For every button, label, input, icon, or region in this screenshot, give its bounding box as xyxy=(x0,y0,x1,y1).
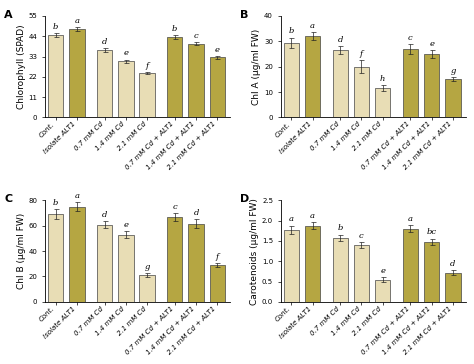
Text: b: b xyxy=(53,23,58,31)
Text: e: e xyxy=(123,50,128,58)
Bar xyxy=(445,79,461,117)
Text: a: a xyxy=(310,22,315,30)
Bar xyxy=(118,235,134,302)
Bar xyxy=(333,50,348,117)
Bar xyxy=(69,207,85,302)
Y-axis label: Chl B (μg/ml FW): Chl B (μg/ml FW) xyxy=(17,213,26,289)
Bar xyxy=(97,50,112,117)
Bar xyxy=(139,275,155,302)
Text: A: A xyxy=(4,10,13,20)
Text: a: a xyxy=(310,212,315,220)
Bar xyxy=(188,44,204,117)
Y-axis label: Carotenoids (μg/ml FW): Carotenoids (μg/ml FW) xyxy=(250,198,259,305)
Text: d: d xyxy=(337,36,343,44)
Bar xyxy=(424,54,439,117)
Text: a: a xyxy=(74,192,80,200)
Bar xyxy=(97,225,112,302)
Text: e: e xyxy=(123,221,128,229)
Text: bc: bc xyxy=(427,228,437,236)
Text: g: g xyxy=(450,67,456,75)
Text: d: d xyxy=(102,211,107,219)
Bar xyxy=(48,214,64,302)
Bar xyxy=(118,61,134,117)
Text: d: d xyxy=(102,38,107,46)
Bar xyxy=(375,88,391,117)
Text: d: d xyxy=(193,209,199,217)
Bar xyxy=(424,242,439,302)
Bar xyxy=(210,58,225,117)
Text: f: f xyxy=(146,62,149,70)
Text: e: e xyxy=(380,267,385,275)
Bar xyxy=(354,67,369,117)
Text: f: f xyxy=(216,253,219,261)
Text: f: f xyxy=(360,50,363,58)
Y-axis label: Chlorophyll (SPAD): Chlorophyll (SPAD) xyxy=(17,24,26,109)
Bar xyxy=(69,29,85,117)
Text: b: b xyxy=(53,199,58,207)
Bar xyxy=(445,273,461,302)
Bar xyxy=(210,265,225,302)
Bar xyxy=(333,238,348,302)
Bar xyxy=(403,229,418,302)
Bar xyxy=(305,36,320,117)
Bar xyxy=(375,280,391,302)
Bar xyxy=(167,217,182,302)
Text: B: B xyxy=(240,10,248,20)
Text: e: e xyxy=(215,46,220,54)
Text: c: c xyxy=(359,232,364,240)
Text: C: C xyxy=(4,194,12,204)
Bar xyxy=(354,245,369,302)
Text: a: a xyxy=(289,215,294,223)
Text: d: d xyxy=(450,260,456,268)
Bar xyxy=(48,35,64,117)
Bar xyxy=(283,43,299,117)
Bar xyxy=(167,37,182,117)
Text: c: c xyxy=(408,33,413,41)
Bar xyxy=(283,230,299,302)
Text: D: D xyxy=(240,194,249,204)
Text: c: c xyxy=(173,203,177,211)
Y-axis label: Chl A (μg/ml FW): Chl A (μg/ml FW) xyxy=(252,28,261,105)
Text: g: g xyxy=(145,263,150,271)
Text: b: b xyxy=(289,27,294,35)
Bar xyxy=(188,224,204,302)
Text: b: b xyxy=(172,25,177,33)
Bar xyxy=(305,226,320,302)
Text: c: c xyxy=(194,32,199,40)
Text: a: a xyxy=(408,215,413,223)
Bar xyxy=(403,49,418,117)
Text: a: a xyxy=(74,17,80,25)
Text: h: h xyxy=(380,75,385,83)
Bar xyxy=(139,73,155,117)
Text: b: b xyxy=(337,224,343,232)
Text: e: e xyxy=(429,40,434,48)
